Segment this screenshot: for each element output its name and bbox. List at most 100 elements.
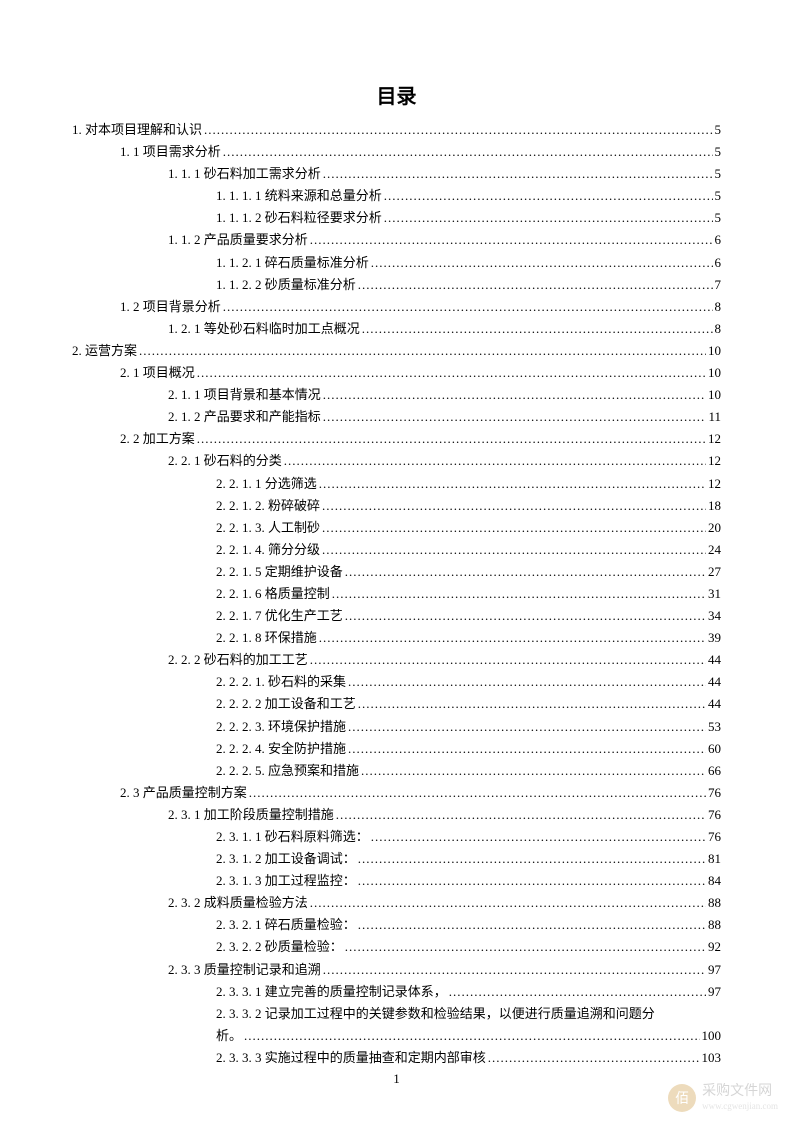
toc-entry: 2. 3. 1. 3 加工过程监控：84 <box>72 870 721 892</box>
toc-leader-dots <box>323 406 707 428</box>
toc-leader-dots <box>284 450 706 472</box>
toc-entry-text: 2. 3. 3 质量控制记录和追溯 <box>168 959 321 981</box>
toc-leader-dots <box>322 517 706 539</box>
toc-entry-text: 2. 2. 1. 5 定期维护设备 <box>216 561 343 583</box>
toc-entry: 2. 2. 2. 4. 安全防护措施60 <box>72 738 721 760</box>
watermark-text: 采购文件网 www.cgwenjian.com <box>702 1084 778 1112</box>
toc-leader-dots <box>358 848 706 870</box>
toc-entry-page: 6 <box>715 229 722 251</box>
toc-leader-dots <box>345 605 706 627</box>
watermark-icon: 佰 <box>668 1084 696 1112</box>
toc-entry-text: 2. 2 加工方案 <box>120 428 195 450</box>
toc-entry: 1. 1. 1. 1 统料来源和总量分析5 <box>72 185 721 207</box>
toc-leader-dots <box>204 119 712 141</box>
toc-entry-text: 1. 1. 1. 2 砂石料粒径要求分析 <box>216 207 382 229</box>
toc-leader-dots <box>488 1047 700 1069</box>
toc-entry: 2. 1. 2 产品要求和产能指标11 <box>72 406 721 428</box>
toc-leader-dots <box>310 649 706 671</box>
toc-entry: 2. 2 加工方案12 <box>72 428 721 450</box>
toc-leader-dots <box>310 892 706 914</box>
toc-entry-text: 2. 3. 2 成料质量检验方法 <box>168 892 308 914</box>
toc-entry-page: 10 <box>708 340 721 362</box>
toc-entry-text: 1. 1. 2 产品质量要求分析 <box>168 229 308 251</box>
toc-entry: 2. 3. 1. 1 砂石料原料筛选：76 <box>72 826 721 848</box>
toc-leader-dots <box>371 826 706 848</box>
toc-leader-dots <box>249 782 706 804</box>
toc-entry-text: 2. 2. 1. 8 环保措施 <box>216 627 317 649</box>
toc-entry-text: 2. 3. 3. 1 建立完善的质量控制记录体系， <box>216 981 447 1003</box>
toc-entry-text: 2. 3. 2. 2 砂质量检验： <box>216 936 343 958</box>
toc-leader-dots <box>322 539 706 561</box>
toc-entry-page: 10 <box>708 384 721 406</box>
toc-entry: 2. 2. 2. 5. 应急预案和措施66 <box>72 760 721 782</box>
toc-entry-text: 2. 2. 2. 2 加工设备和工艺 <box>216 693 356 715</box>
toc-entry-page: 60 <box>708 738 721 760</box>
toc-entry-page: 76 <box>708 782 721 804</box>
toc-entry-page: 100 <box>702 1025 722 1047</box>
toc-entry-text: 1. 1. 1 砂石料加工需求分析 <box>168 163 321 185</box>
toc-entry-page: 76 <box>708 804 721 826</box>
toc-entry-page: 44 <box>708 671 721 693</box>
toc-leader-dots <box>361 760 706 782</box>
toc-entry: 2. 3. 1 加工阶段质量控制措施76 <box>72 804 721 826</box>
toc-leader-dots <box>362 318 713 340</box>
toc-entry-text: 2. 2. 2. 3. 环境保护措施 <box>216 716 346 738</box>
toc-entry-page: 34 <box>708 605 721 627</box>
toc-leader-dots <box>244 1025 699 1047</box>
toc-leader-dots <box>371 252 713 274</box>
toc-entry-page: 97 <box>708 959 721 981</box>
toc-entry-page: 88 <box>708 914 721 936</box>
toc-entry-page: 53 <box>708 716 721 738</box>
toc-entry-text: 2. 2. 1. 3. 人工制砂 <box>216 517 320 539</box>
toc-entry: 1. 1. 2. 1 碎石质量标准分析6 <box>72 252 721 274</box>
toc-leader-dots <box>358 914 706 936</box>
toc-entry-text: 2. 2. 2. 1. 砂石料的采集 <box>216 671 346 693</box>
toc-entry-page: 10 <box>708 362 721 384</box>
toc-leader-dots <box>348 671 706 693</box>
toc-leader-dots <box>348 716 706 738</box>
toc-entry: 2. 2. 2. 1. 砂石料的采集 44 <box>72 671 721 693</box>
toc-entry-page: 12 <box>708 450 721 472</box>
toc-leader-dots <box>223 141 713 163</box>
toc-leader-dots <box>332 583 706 605</box>
toc-entry: 2. 3. 2. 1 碎石质量检验：88 <box>72 914 721 936</box>
toc-leader-dots <box>348 738 706 760</box>
toc-entry: 2. 3. 3. 3 实施过程中的质量抽查和定期内部审核103 <box>72 1047 721 1069</box>
toc-leader-dots <box>358 870 706 892</box>
toc-entry-page: 8 <box>715 318 722 340</box>
toc-leader-dots <box>345 936 706 958</box>
toc-entry-page: 8 <box>715 296 722 318</box>
toc-entry: 1. 1. 2. 2 砂质量标准分析7 <box>72 274 721 296</box>
toc-entry: 2. 1. 1 项目背景和基本情况10 <box>72 384 721 406</box>
toc-entry-text: 2. 1 项目概况 <box>120 362 195 384</box>
toc-entry-text: 1. 2. 1 等处砂石料临时加工点概况 <box>168 318 360 340</box>
toc-entry: 2. 2. 1. 2. 粉碎破碎18 <box>72 495 721 517</box>
toc-entry-text: 2. 运营方案 <box>72 340 137 362</box>
toc-entry-text: 析。 <box>216 1025 242 1047</box>
toc-entry: 2. 3. 3 质量控制记录和追溯 97 <box>72 959 721 981</box>
toc-entry: 2. 2. 1 砂石料的分类12 <box>72 450 721 472</box>
toc-leader-dots <box>197 362 706 384</box>
toc-entry-text: 2. 3. 3. 3 实施过程中的质量抽查和定期内部审核 <box>216 1047 486 1069</box>
toc-entry-page: 39 <box>708 627 721 649</box>
toc-entry-page: 5 <box>715 207 722 229</box>
toc-entry: 2. 1 项目概况 10 <box>72 362 721 384</box>
toc-leader-dots <box>310 229 713 251</box>
toc-entry: 1. 1. 2 产品质量要求分析 6 <box>72 229 721 251</box>
toc-entry-page: 44 <box>708 649 721 671</box>
toc-entry: 2. 2. 1. 5 定期维护设备27 <box>72 561 721 583</box>
toc-leader-dots <box>322 495 706 517</box>
toc-leader-dots <box>358 274 713 296</box>
toc-entry-page: 20 <box>708 517 721 539</box>
toc-leader-dots <box>223 296 713 318</box>
toc-entry: 2. 2. 2. 2 加工设备和工艺44 <box>72 693 721 715</box>
toc-entry-page: 12 <box>708 473 721 495</box>
toc-entry-text: 2. 2. 1. 2. 粉碎破碎 <box>216 495 320 517</box>
toc-entry: 1. 2 项目背景分析8 <box>72 296 721 318</box>
toc-leader-dots <box>319 627 706 649</box>
toc-entry-page: 84 <box>708 870 721 892</box>
toc-entry-text: 2. 2. 2. 5. 应急预案和措施 <box>216 760 359 782</box>
toc-leader-dots <box>323 384 706 406</box>
toc-entry: 2. 2. 1. 8 环保措施 39 <box>72 627 721 649</box>
toc-entry: 1. 1 项目需求分析5 <box>72 141 721 163</box>
